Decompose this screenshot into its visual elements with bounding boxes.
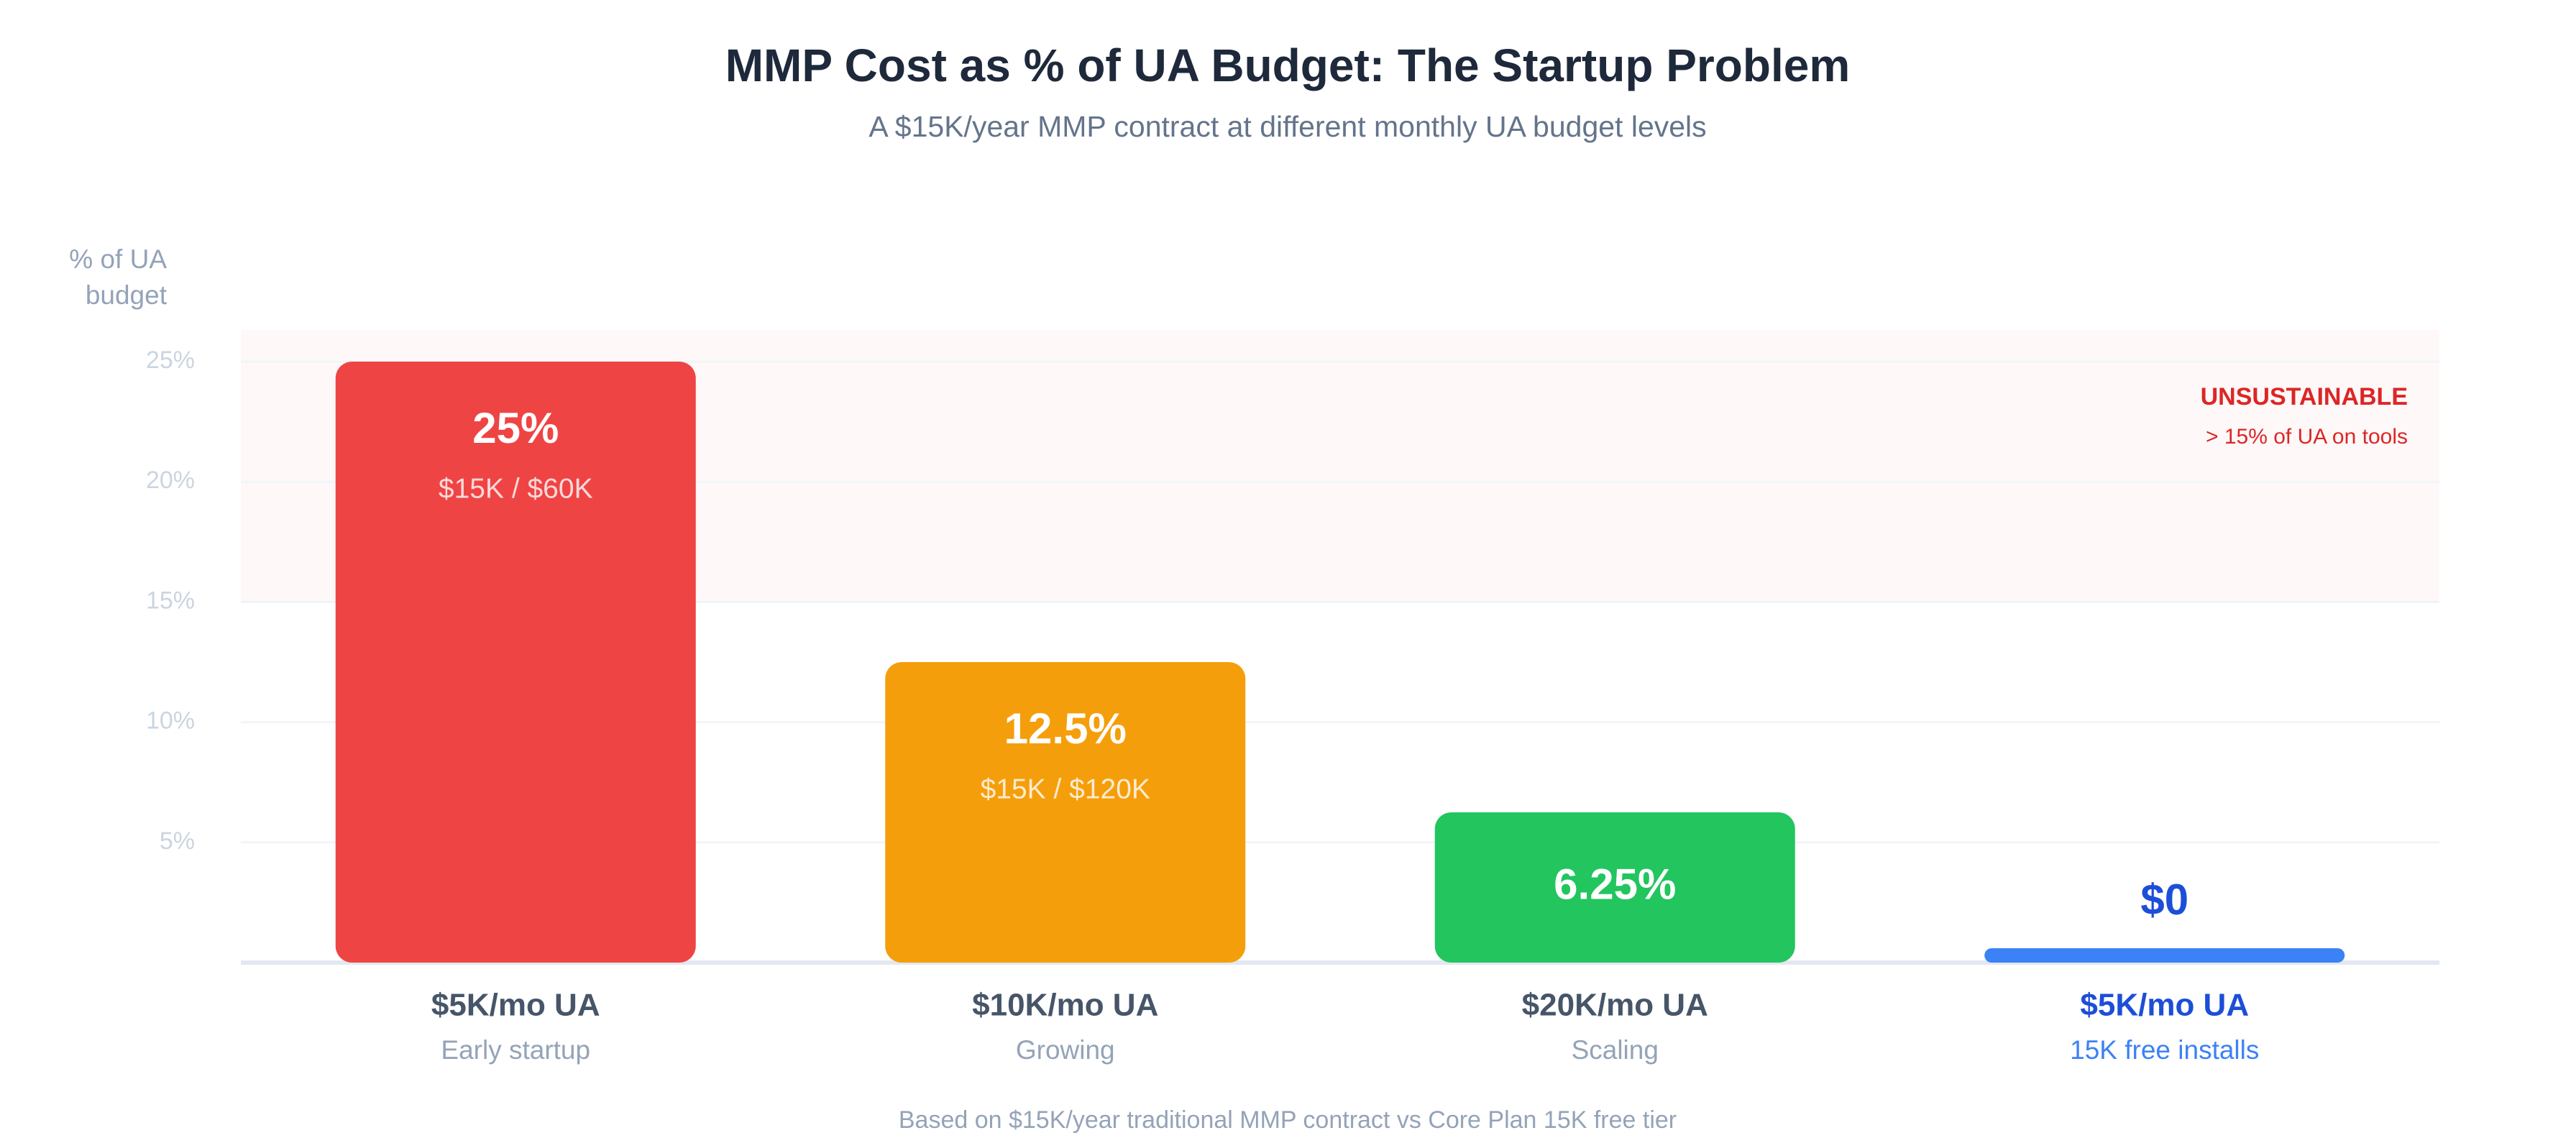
bar [1984, 948, 2345, 963]
value-label: 12.5% [1004, 705, 1127, 753]
x-tick-sublabel: Growing [1016, 1035, 1115, 1065]
y-tick-label: 15% [146, 587, 195, 614]
zone-label: UNSUSTAINABLE [2201, 383, 2408, 410]
x-tick-label: $5K/mo UA [431, 988, 600, 1023]
bar [1434, 812, 1795, 963]
detail-label: $15K / $120K [981, 774, 1150, 804]
y-tick-label: 10% [146, 707, 195, 735]
value-label: $0 [2140, 876, 2188, 924]
footnote: Based on $15K/year traditional MMP contr… [899, 1106, 1677, 1134]
x-tick-label: $10K/mo UA [972, 988, 1158, 1023]
bar [335, 362, 696, 963]
y-axis-label: % of UA budget [69, 244, 167, 310]
detail-label: $15K / $60K [439, 473, 593, 504]
bar [885, 662, 1246, 963]
y-tick-label: 20% [146, 467, 195, 494]
x-tick-sublabel: Scaling [1572, 1035, 1659, 1065]
value-label: 6.25% [1554, 860, 1676, 908]
x-tick-label: $20K/mo UA [1522, 988, 1708, 1023]
x-tick-sublabel: 15K free installs [2070, 1035, 2259, 1065]
zone-sublabel: > 15% of UA on tools [2206, 425, 2408, 449]
x-tick-sublabel: Early startup [441, 1035, 590, 1065]
y-tick-label: 5% [160, 827, 195, 855]
chart-title: MMP Cost as % of UA Budget: The Startup … [725, 40, 1851, 91]
chart-subtitle: A $15K/year MMP contract at different mo… [868, 110, 1706, 143]
y-tick-label: 25% [146, 347, 195, 374]
x-tick-label: $5K/mo UA [2080, 988, 2249, 1023]
value-label: 25% [472, 404, 559, 452]
